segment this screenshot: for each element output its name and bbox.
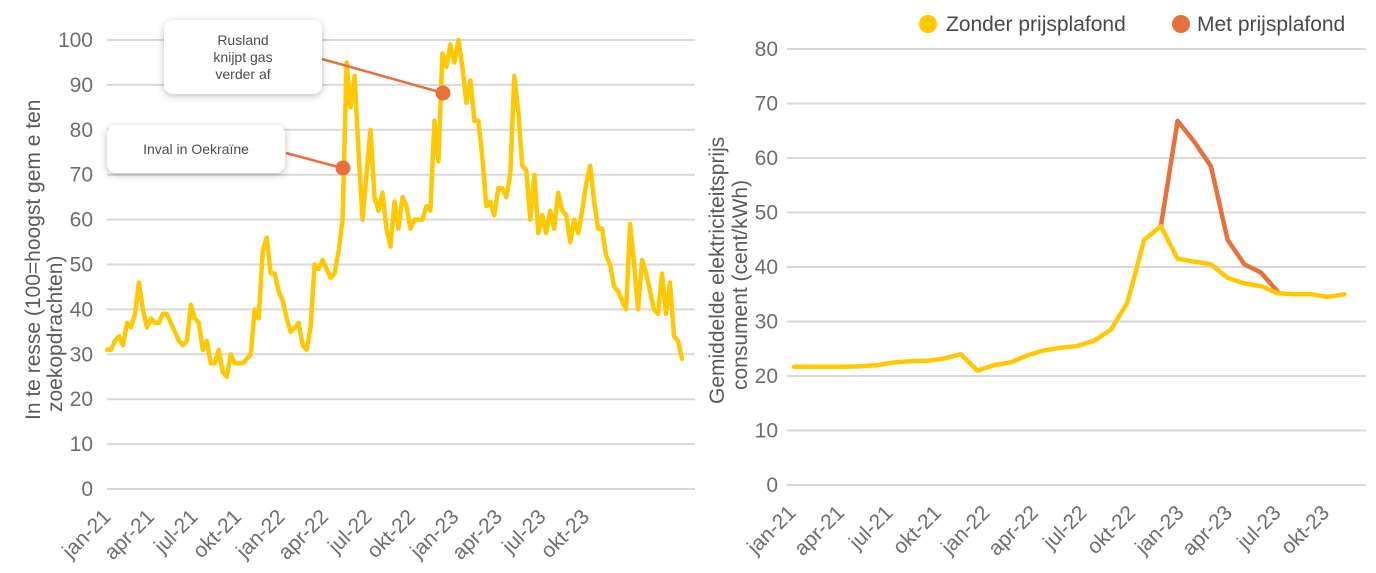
left-y-axis-label-line1: In te resse (100=hoogst gem e ten [22,100,45,420]
right-y-tick-label: 50 [755,202,778,225]
left-y-ticks: 0 10 20 30 40 50 60 70 80 90 100 [58,29,93,501]
legend-marker-zonder [919,15,937,33]
left-y-tick-label: 0 [81,478,93,501]
left-y-tick-label: 40 [70,298,93,321]
left-series-lines [104,37,685,380]
right-y-axis-label-line2: consument (cent/kWh) [729,180,752,390]
annotation-inval-text: Inval in Oekraïne [143,140,249,157]
right-x-tick-label: apr-23 [1178,501,1237,560]
left-y-tick-label: 10 [70,433,93,456]
annotation-inval-oekraine: Inval in Oekraïne [107,125,285,173]
legend: Zonder prijsplafond Met prijsplafond [919,13,1345,36]
right-x-tick-label: apr-22 [984,501,1043,560]
right-x-tick-label: jan-22 [936,501,994,559]
right-y-tick-label: 30 [755,311,778,334]
right-x-tick-label: jul-22 [1038,501,1091,554]
left-x-tick-label: apr-21 [100,505,159,564]
right-y-tick-label: 60 [755,147,778,170]
left-y-tick-label: 50 [70,254,93,277]
right-y-axis-label-line1: Gemiddelde elektriciteitsprijs [706,137,729,404]
right-y-tick-label: 70 [755,93,778,116]
left-x-tick-label: okt-23 [536,505,594,563]
legend-label-met: Met prijsplafond [1197,13,1345,36]
legend-marker-met [1172,15,1190,33]
left-y-tick-label: 100 [58,29,93,52]
right-y-tick-label: 0 [766,474,778,497]
right-gridlines [787,48,1366,486]
left-y-tick-label: 60 [70,209,93,232]
left-chart-interest: 0 10 20 30 40 50 60 70 80 90 100 jan-21apr-21jul-2… [22,29,695,564]
annotation-rusland-line1: Rusland [217,31,269,48]
right-x-tick-label: okt-23 [1276,501,1334,559]
left-y-tick-label: 30 [70,343,93,366]
right-x-tick-label: apr-21 [790,501,849,560]
right-x-tick-label: jan-23 [1130,501,1188,559]
left-x-tick-label: okt-22 [362,505,420,563]
right-x-tick-label: jul-21 [844,501,897,554]
right-y-tick-label: 10 [755,420,778,443]
left-x-ticks: jan-21apr-21jul-21okt-21jan-22apr-22jul-… [57,505,594,564]
right-x-tick-label: jul-23 [1232,501,1285,554]
left-x-tick-label: apr-23 [448,505,507,564]
left-x-tick-label: okt-21 [188,505,246,563]
left-y-tick-label: 90 [70,74,93,97]
annotation-marker-rusland [435,85,451,101]
annotation-rusland-gas: Rusland knijpt gas verder af [164,20,322,94]
left-y-axis-label-line2: zoekopdrachten) [44,256,67,412]
annotation-rusland-line2: knijpt gas [213,48,273,65]
left-gridlines [107,39,695,490]
legend-label-zonder: Zonder prijsplafond [946,13,1126,36]
left-y-tick-label: 20 [70,388,93,411]
series-line-interest [104,37,685,380]
series-line-zonder-prijsplafond [791,223,1347,373]
right-x-tick-label: okt-21 [888,501,946,559]
series-line-met-prijsplafond [1158,118,1280,294]
right-y-tick-label: 40 [755,256,778,279]
annotation-marker-inval [335,160,351,176]
right-x-tick-label: okt-22 [1082,501,1140,559]
left-y-tick-label: 70 [70,164,93,187]
right-y-tick-label: 80 [755,38,778,61]
right-y-tick-label: 20 [755,365,778,388]
left-y-tick-label: 80 [70,119,93,142]
right-series-lines [791,118,1347,373]
right-x-tick-label: jan-21 [742,501,800,559]
right-x-ticks: jan-21apr-21jul-21okt-21jan-22apr-22jul-… [742,501,1334,560]
annotation-connector-inval [285,151,343,170]
annotation-rusland-line3: verder af [215,65,271,82]
annotation-connector-rusland [321,57,444,95]
right-y-ticks: 0 10 20 30 40 50 60 70 80 [755,38,778,497]
left-x-tick-label: apr-22 [274,505,333,564]
